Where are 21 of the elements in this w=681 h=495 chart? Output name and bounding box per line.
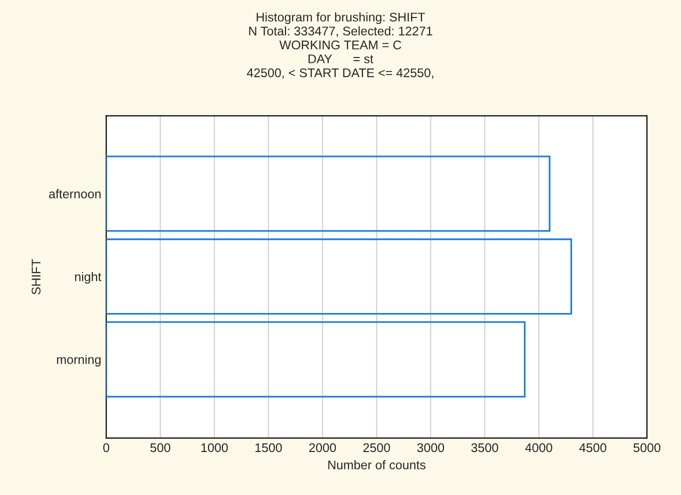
y-tick-label: afternoon: [49, 189, 101, 198]
x-tick-label: 2000: [309, 443, 336, 452]
x-tick-label: 4000: [525, 443, 552, 452]
bar: [106, 238, 572, 315]
bar: [106, 321, 526, 398]
x-tick-label: 500: [150, 443, 170, 452]
chart-title: Histogram for brushing: SHIFT: [256, 12, 425, 24]
x-tick-label: 3000: [417, 443, 444, 452]
x-tick-label: 1500: [256, 443, 282, 452]
bar: [106, 156, 550, 232]
x-tick-label: 0: [103, 443, 110, 452]
x-tick-label: 2500: [363, 443, 390, 452]
chart-subtitle: N Total: 333477, Selected: 12271 WORKING TEAM = C DAY = st 42500, < START DATE <= 42550,: [246, 26, 434, 79]
y-axis-title: SHIFT: [32, 259, 41, 294]
y-tick-label: morning: [57, 354, 101, 366]
y-tick-label: night: [75, 272, 102, 284]
x-tick-label: 4500: [579, 443, 606, 452]
x-tick-label: 5000: [634, 443, 660, 452]
x-axis-title: Number of counts: [328, 460, 426, 470]
x-tick-label: 1000: [201, 443, 228, 452]
x-tick-label: 3500: [471, 443, 498, 452]
